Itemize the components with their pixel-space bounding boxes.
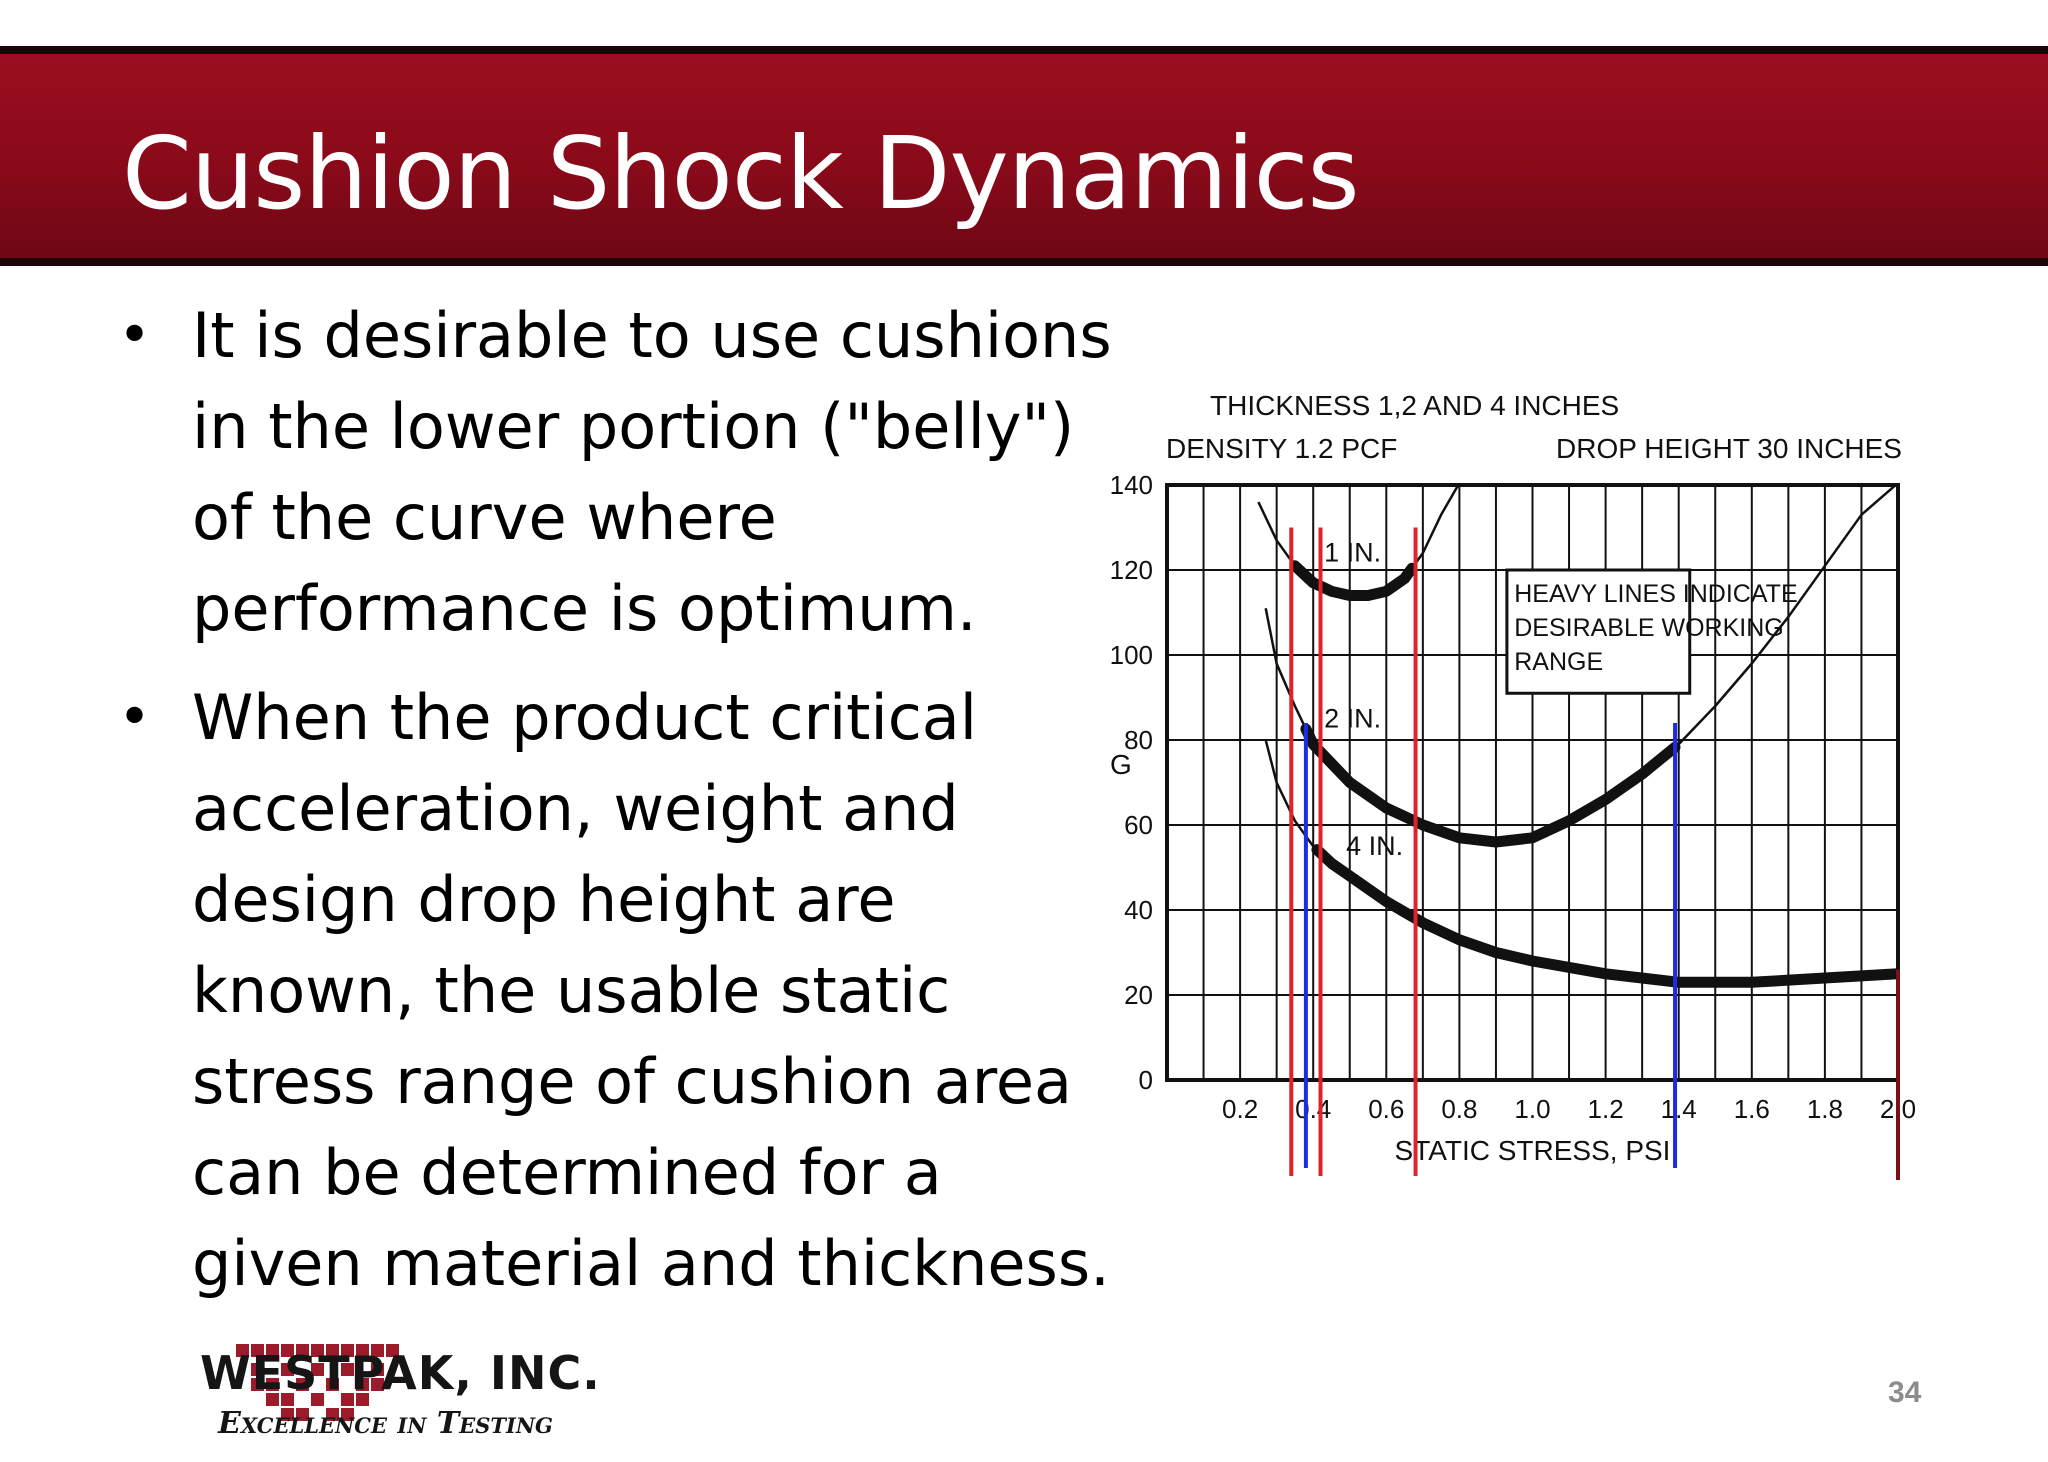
series-label: 1 IN.	[1324, 538, 1381, 568]
series-label: 2 IN.	[1324, 703, 1381, 733]
legend-note	[1505, 568, 1692, 695]
logo-block	[251, 1344, 264, 1357]
plot-frame	[1165, 483, 1900, 1082]
logo-block	[326, 1378, 339, 1391]
y-tick-label: 140	[1110, 470, 1153, 500]
logo-block	[251, 1378, 264, 1391]
x-axis-label: STATIC STRESS, PSI	[1395, 1135, 1671, 1166]
logo-tagline: Excellence in Testing	[218, 1406, 553, 1441]
bullet-icon: •	[118, 303, 152, 368]
bullet-item: • It is desirable to use cushions in the…	[110, 290, 1130, 654]
y-tick-label: 40	[1124, 895, 1153, 925]
x-tick-label: 1.8	[1807, 1094, 1843, 1124]
logo-block	[311, 1393, 324, 1406]
x-tick-label: 0.2	[1222, 1094, 1258, 1124]
bullet-item: • When the product critical acceleration…	[110, 672, 1130, 1309]
x-tick-label: 1.4	[1661, 1094, 1697, 1124]
series-heavy-line	[1311, 844, 1898, 988]
series-heavy-line	[1300, 723, 1681, 848]
density-label: DENSITY 1.2 PCF	[1166, 433, 1397, 464]
logo-block	[371, 1378, 384, 1391]
chart-subtitle: THICKNESS 1,2 AND 4 INCHES	[1210, 390, 1619, 421]
x-tick-label: 0.8	[1441, 1094, 1477, 1124]
logo-block	[296, 1408, 309, 1421]
x-tick-label: 0.4	[1295, 1094, 1331, 1124]
logo-block	[296, 1344, 309, 1357]
logo-block	[266, 1393, 279, 1406]
logo-block	[281, 1408, 294, 1421]
logo-block	[296, 1378, 309, 1391]
title-bar: Cushion Shock Dynamics	[0, 46, 2048, 266]
series-heavy-line	[1289, 560, 1418, 601]
logo-block	[281, 1344, 294, 1357]
logo-block	[356, 1393, 369, 1406]
x-tick-label: 0.6	[1368, 1094, 1404, 1124]
logo-block	[281, 1363, 294, 1376]
logo-block	[356, 1344, 369, 1357]
legend-note-text: DESIRABLE WORKING	[1514, 614, 1784, 642]
page-number: 34	[1888, 1376, 1922, 1409]
logo-block	[266, 1344, 279, 1357]
logo-block	[326, 1344, 339, 1357]
logo-block	[281, 1393, 294, 1406]
x-tick-label: 1.2	[1588, 1094, 1624, 1124]
series-label: 4 IN.	[1346, 831, 1403, 861]
y-tick-label: 80	[1124, 725, 1153, 755]
logo-block	[356, 1378, 369, 1391]
y-tick-label: 100	[1110, 640, 1153, 670]
x-tick-label: 1.6	[1734, 1094, 1770, 1124]
logo-block	[311, 1363, 324, 1376]
y-tick-label: 0	[1139, 1065, 1153, 1095]
logo-name: WESTPAK, INC.	[200, 1346, 601, 1400]
slide-title: Cushion Shock Dynamics	[122, 115, 1360, 232]
logo-block	[341, 1408, 354, 1421]
logo-block	[326, 1408, 339, 1421]
bullet-icon: •	[118, 685, 152, 750]
logo-block	[371, 1363, 384, 1376]
cushion-chart: 0 20 40 60 80 100 120 140 0.2 0.4 0.6 0.8 1.0 1.2 1.4 1…	[1090, 370, 2030, 1200]
y-axis-label: G	[1110, 749, 1132, 780]
logo-block	[236, 1344, 249, 1357]
y-tick-label: 20	[1124, 980, 1153, 1010]
logo-block	[341, 1363, 354, 1376]
logo-block	[311, 1344, 324, 1357]
bullet-text: It is desirable to use cushions in the l…	[192, 299, 1112, 645]
drop-height-label: DROP HEIGHT 30 INCHES	[1556, 433, 1902, 464]
legend-note-text: RANGE	[1514, 648, 1603, 676]
logo-block	[386, 1344, 399, 1357]
series-line	[1264, 739, 1898, 984]
cushion-curve-chart: 0 20 40 60 80 100 120 140 0.2 0.4 0.6 0.8 1.0 1.2 1.4 1…	[1110, 390, 1916, 1180]
y-tick-label: 120	[1110, 555, 1153, 585]
bullet-list: • It is desirable to use cushions in the…	[110, 290, 1130, 1327]
logo-block	[371, 1344, 384, 1357]
westpak-logo-icon	[236, 1344, 399, 1421]
legend-note-box	[1505, 568, 1692, 695]
logo-block	[341, 1393, 354, 1406]
x-tick-label: 1.0	[1514, 1094, 1550, 1124]
logo-block	[341, 1344, 354, 1357]
logo-block	[251, 1363, 264, 1376]
legend-note-text: HEAVY LINES INDICATE	[1514, 580, 1797, 608]
bullet-text: When the product critical acceleration, …	[192, 681, 1110, 1300]
y-tick-label: 60	[1124, 810, 1153, 840]
logo-block	[266, 1378, 279, 1391]
